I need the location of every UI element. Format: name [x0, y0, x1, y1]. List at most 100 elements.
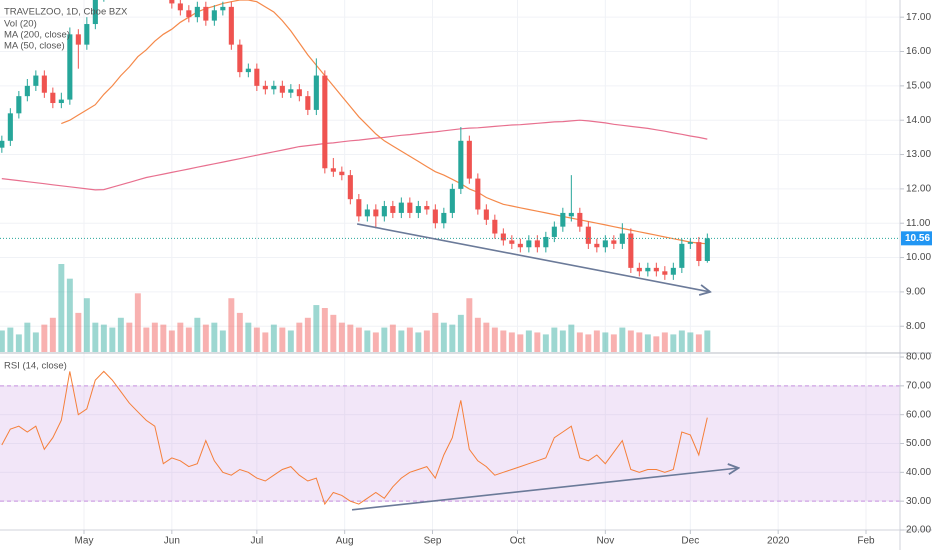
- volume-bar: [551, 327, 558, 352]
- candle-body: [84, 24, 90, 45]
- volume-bar: [117, 317, 124, 352]
- volume-bar: [627, 330, 634, 352]
- candle-body: [534, 240, 540, 248]
- volume-bar: [636, 332, 643, 352]
- volume-bar: [661, 332, 668, 352]
- volume-bar: [457, 314, 464, 352]
- x-tick-label: Jun: [164, 536, 180, 547]
- candle-body: [16, 96, 22, 114]
- volume-bar: [695, 334, 702, 352]
- volume-bar: [704, 330, 711, 352]
- volume-bar: [619, 327, 626, 352]
- volume-bar: [253, 327, 260, 352]
- y-tick-label: 50.00: [906, 438, 931, 449]
- candle-body: [432, 209, 438, 224]
- volume-bar: [508, 332, 515, 352]
- candle-body: [58, 99, 64, 104]
- line-series: [61, 0, 708, 245]
- volume-bar: [347, 324, 354, 352]
- volume-bar: [270, 324, 277, 352]
- x-tick-label: Aug: [336, 536, 354, 547]
- price-pane: [0, 0, 900, 352]
- volume-bar: [585, 334, 592, 352]
- volume-bar: [194, 317, 201, 352]
- candle-body: [339, 171, 345, 176]
- volume-bar: [500, 330, 507, 352]
- candle-body: [245, 68, 251, 73]
- volume-bar: [304, 317, 311, 352]
- candle-body: [568, 212, 574, 217]
- volume-bar: [245, 322, 252, 352]
- candle-body: [330, 168, 336, 172]
- candle-body: [398, 202, 404, 213]
- candle-body: [475, 178, 481, 210]
- candle-body: [0, 140, 5, 148]
- y-tick-label: 11.00: [906, 218, 931, 229]
- candle-body: [492, 219, 498, 234]
- volume-bar: [296, 322, 303, 352]
- volume-bar: [576, 332, 583, 352]
- legend-title: TRAVELZOO, 1D, Cboe BZX: [4, 7, 128, 18]
- volume-bar: [279, 327, 286, 352]
- volume-bar: [313, 305, 320, 352]
- legend-ma50: MA (50, close): [4, 41, 65, 52]
- candle-body: [662, 271, 668, 275]
- candle-body: [560, 212, 566, 227]
- candle-body: [704, 238, 710, 261]
- volume-bar: [262, 332, 269, 352]
- candle-body: [228, 6, 234, 45]
- candle-body: [305, 96, 311, 110]
- y-tick-label: 30.00: [906, 496, 931, 507]
- candle-body: [526, 240, 532, 248]
- candle-body: [169, 0, 175, 4]
- x-tick-label: Feb: [857, 536, 875, 547]
- volume-bar: [415, 332, 422, 352]
- y-tick-label: 17.00: [906, 12, 931, 23]
- volume-bar: [219, 330, 226, 352]
- legend-rsi: RSI (14, close): [4, 361, 67, 372]
- candle-body: [41, 75, 47, 93]
- candle-body: [347, 175, 353, 200]
- candle-body: [313, 75, 319, 110]
- candle-body: [517, 243, 523, 248]
- y-tick-label: 9.00: [906, 287, 926, 298]
- candle-body: [551, 226, 557, 237]
- volume-bar: [0, 330, 5, 352]
- legend-ma200: MA (200, close): [4, 30, 70, 41]
- volume-bar: [517, 334, 524, 352]
- candle-body: [415, 206, 421, 213]
- volume-bar: [534, 332, 541, 352]
- y-tick-label: 13.00: [906, 149, 931, 160]
- candle-body: [364, 209, 370, 217]
- volume-bar: [236, 312, 243, 352]
- volume-bar: [381, 327, 388, 352]
- candle-body: [203, 6, 209, 21]
- volume-bar: [75, 312, 82, 352]
- volume-bar: [678, 330, 685, 352]
- candle-body: [543, 236, 549, 248]
- rsi-pane: [0, 370, 900, 506]
- x-tick-label: Jul: [250, 536, 263, 547]
- candle-body: [356, 199, 362, 217]
- volume-bar: [559, 330, 566, 352]
- candle-body: [7, 113, 13, 141]
- volume-bar: [100, 324, 107, 352]
- y-tick-label: 14.00: [906, 115, 931, 126]
- volume-bar: [143, 327, 150, 352]
- trend-line: [351, 468, 738, 511]
- volume-bar: [177, 322, 184, 352]
- volume-bar: [440, 322, 447, 352]
- volume-bar: [109, 327, 116, 352]
- volume-bar: [338, 322, 345, 352]
- y-tick-label: 16.00: [906, 46, 931, 57]
- candle-body: [636, 267, 642, 272]
- y-tick-label: 70.00: [906, 380, 931, 391]
- y-tick-label: 12.00: [906, 184, 931, 195]
- volume-bar: [32, 332, 39, 352]
- candle-body: [67, 34, 73, 100]
- candle-body: [577, 212, 583, 227]
- volume-bar: [687, 332, 694, 352]
- volume-bar: [610, 334, 617, 352]
